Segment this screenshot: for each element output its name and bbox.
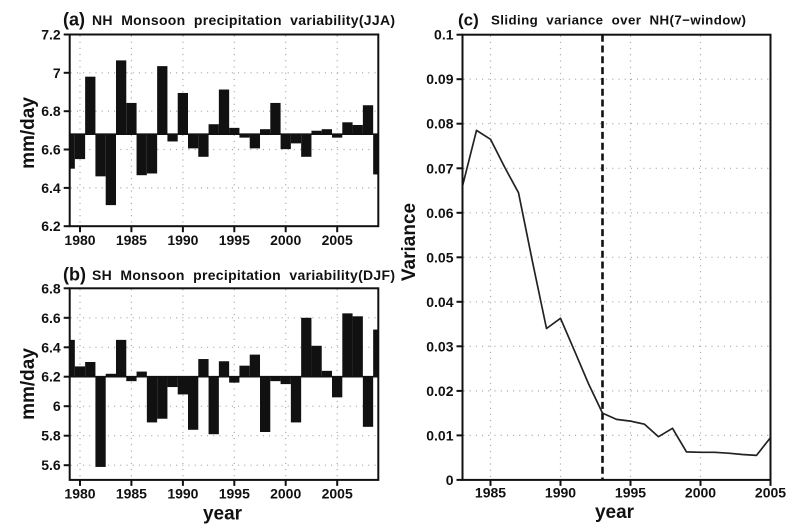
svg-text:2005: 2005	[322, 232, 353, 248]
svg-text:5.6: 5.6	[41, 457, 61, 473]
svg-text:SH Monsoon precipitation va: SH Monsoon precipitation variability(DJF…	[92, 267, 395, 283]
svg-text:7: 7	[53, 65, 61, 81]
svg-text:2000: 2000	[270, 486, 301, 502]
svg-text:5.8: 5.8	[41, 428, 61, 444]
svg-text:6.4: 6.4	[41, 339, 61, 355]
svg-text:1990: 1990	[545, 484, 576, 500]
svg-text:0: 0	[446, 472, 454, 488]
svg-text:mm/day: mm/day	[18, 348, 39, 420]
svg-text:1985: 1985	[116, 232, 147, 248]
svg-text:(a): (a)	[63, 10, 85, 30]
svg-text:6.2: 6.2	[41, 218, 61, 234]
svg-text:mm/day: mm/day	[18, 97, 39, 169]
svg-text:6.2: 6.2	[41, 369, 61, 385]
svg-text:0.02: 0.02	[426, 383, 453, 399]
svg-text:0.03: 0.03	[426, 338, 453, 354]
svg-text:2005: 2005	[322, 486, 353, 502]
svg-text:0.07: 0.07	[426, 160, 453, 176]
svg-text:Sliding variance over NH(7−: Sliding variance over NH(7−window)	[491, 13, 746, 28]
svg-text:0.1: 0.1	[434, 27, 454, 43]
svg-text:1995: 1995	[219, 232, 250, 248]
svg-text:1980: 1980	[64, 486, 95, 502]
svg-text:1985: 1985	[475, 484, 506, 500]
svg-text:0.04: 0.04	[426, 294, 453, 310]
svg-text:1995: 1995	[615, 484, 646, 500]
svg-text:0.06: 0.06	[426, 205, 453, 221]
svg-text:1980: 1980	[64, 232, 95, 248]
svg-text:7.2: 7.2	[41, 27, 61, 43]
svg-text:NH Monsoon precipitation va: NH Monsoon precipitation variability(JJA…	[92, 12, 395, 28]
svg-text:(c): (c)	[458, 11, 479, 30]
svg-text:Variance: Variance	[399, 203, 420, 281]
svg-text:0.05: 0.05	[426, 249, 453, 265]
svg-text:6.6: 6.6	[41, 142, 61, 158]
svg-text:0.08: 0.08	[426, 116, 453, 132]
svg-text:0.09: 0.09	[426, 71, 453, 87]
svg-text:year: year	[203, 504, 243, 525]
svg-text:1995: 1995	[219, 486, 250, 502]
svg-text:1985: 1985	[116, 486, 147, 502]
svg-text:1990: 1990	[167, 232, 198, 248]
svg-text:(b): (b)	[63, 265, 86, 285]
svg-text:2000: 2000	[270, 232, 301, 248]
svg-text:6: 6	[53, 398, 61, 414]
svg-text:0.01: 0.01	[426, 427, 453, 443]
svg-text:6.6: 6.6	[41, 310, 61, 326]
svg-text:6.8: 6.8	[41, 103, 61, 119]
svg-text:1990: 1990	[167, 486, 198, 502]
svg-text:6.8: 6.8	[41, 280, 61, 296]
svg-text:year: year	[595, 502, 635, 523]
svg-text:2005: 2005	[755, 484, 786, 500]
svg-text:2000: 2000	[685, 484, 716, 500]
svg-text:6.4: 6.4	[41, 180, 61, 196]
